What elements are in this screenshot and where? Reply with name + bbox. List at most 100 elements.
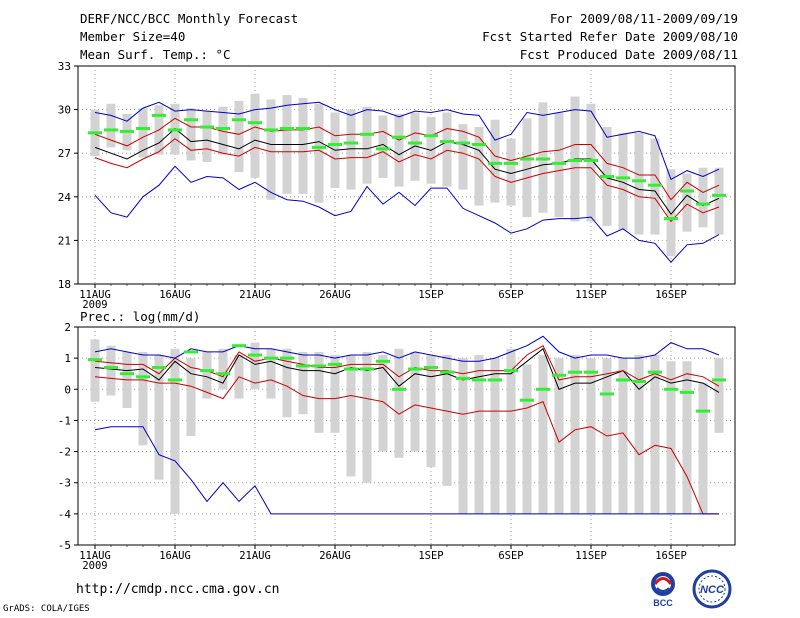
ensemble-box xyxy=(266,348,276,399)
ensemble-box xyxy=(682,361,692,514)
x-tick-label: 26AUG xyxy=(319,550,351,562)
ensemble-box xyxy=(314,103,324,203)
ensemble-box xyxy=(618,132,628,231)
ensemble-box xyxy=(474,355,484,514)
y-tick-label: 1 xyxy=(64,352,71,365)
y-tick-label: -5 xyxy=(58,539,71,552)
ensemble-box xyxy=(106,345,116,396)
ensemble-box xyxy=(490,119,500,203)
ensemble-box xyxy=(298,351,308,415)
ensemble-box xyxy=(522,364,532,514)
ensemble-box xyxy=(234,100,244,173)
ensemble-max-line xyxy=(94,101,720,181)
ensemble-box xyxy=(442,112,452,187)
ensemble-box xyxy=(554,358,564,514)
chart-title: DERF/NCC/BCC Monthly Forecast xyxy=(80,11,299,26)
ensemble-box xyxy=(538,355,548,514)
ensemble-box xyxy=(666,361,676,514)
y-tick-label: -2 xyxy=(58,446,71,459)
forecast-start-date: Fcst Started Refer Date 2009/08/10 xyxy=(482,29,738,44)
bcc-logo-text: BCC xyxy=(653,598,673,608)
ensemble-box xyxy=(506,138,516,206)
x-tick-label: 16AUG xyxy=(159,289,191,301)
ensemble-box xyxy=(650,355,660,514)
y-tick-label: 33 xyxy=(58,60,71,73)
y-tick-label: -1 xyxy=(58,414,71,427)
forecast-range: For 2009/08/11-2009/09/19 xyxy=(549,11,738,26)
ensemble-box xyxy=(170,348,180,514)
ensemble-box xyxy=(314,351,324,433)
ensemble-box xyxy=(218,106,228,155)
x-tick-year: 2009 xyxy=(82,560,107,572)
x-tick-label: 11AUG xyxy=(79,289,111,301)
ensemble-mean-line xyxy=(94,347,720,393)
ensemble-box xyxy=(218,348,228,390)
x-tick-label: 21AUG xyxy=(239,550,271,562)
ensemble-box xyxy=(282,348,292,418)
ensemble-box xyxy=(458,358,468,514)
ensemble-box xyxy=(186,108,196,161)
ensemble-box xyxy=(378,115,388,178)
x-tick-label: 11SEP xyxy=(575,289,607,301)
ensemble-box xyxy=(634,132,644,235)
ensemble-box xyxy=(490,358,500,514)
ensemble-box xyxy=(682,173,692,232)
ensemble-box xyxy=(474,127,484,206)
ensemble-box xyxy=(378,355,388,452)
y-tick-label: -4 xyxy=(58,508,72,521)
ensemble-box xyxy=(698,167,708,228)
grads-credit: GrADS: COLA/IGES xyxy=(3,604,90,614)
ensemble-box xyxy=(202,111,212,162)
ensemble-box xyxy=(266,99,276,200)
bcc-logo: BCC xyxy=(651,572,675,608)
forecast-produced-date: Fcst Produced Date 2009/08/11 xyxy=(519,47,738,62)
ensemble-mean-line xyxy=(94,127,720,216)
ensemble-min-line xyxy=(94,165,720,263)
ensemble-box xyxy=(186,358,196,436)
ensemble-box xyxy=(298,97,308,194)
x-tick-label: 16AUG xyxy=(159,550,191,562)
ensemble-max-line xyxy=(94,335,720,362)
ensemble-box xyxy=(570,355,580,514)
ensemble-box xyxy=(634,355,644,514)
source-url[interactable]: http://cmdp.ncc.cma.gov.cn xyxy=(76,582,280,597)
x-tick-label: 16SEP xyxy=(655,289,687,301)
panel-title: Prec.: log(mm/d) xyxy=(80,309,200,324)
ensemble-box xyxy=(362,351,372,483)
ensemble-box xyxy=(330,355,340,433)
y-tick-label: 0 xyxy=(64,383,71,396)
x-tick-label: 11SEP xyxy=(575,550,607,562)
upper-spread-line xyxy=(94,117,720,201)
x-tick-label: 1SEP xyxy=(418,550,443,562)
x-tick-label: 11AUG xyxy=(79,550,111,562)
y-tick-label: 30 xyxy=(58,104,71,117)
ncc-logo: NCC xyxy=(692,569,732,609)
ensemble-box xyxy=(506,348,516,514)
ensemble-box xyxy=(698,383,708,514)
ensemble-box xyxy=(586,103,596,222)
y-tick-label: 18 xyxy=(58,278,71,291)
member-size: Member Size=40 xyxy=(80,29,186,44)
x-tick-year: 2009 xyxy=(82,299,107,311)
y-tick-label: 2 xyxy=(64,321,71,334)
ensemble-box xyxy=(106,103,116,148)
lower-spread-line xyxy=(94,138,720,223)
variable-label: Mean Surf. Temp.: °C xyxy=(80,47,231,62)
ensemble-box xyxy=(666,169,676,257)
ensemble-box xyxy=(346,355,356,477)
ensemble-box xyxy=(250,342,260,390)
ensemble-box xyxy=(586,358,596,514)
y-tick-label: 24 xyxy=(58,191,72,204)
ensemble-box xyxy=(410,351,420,452)
ensemble-box xyxy=(714,358,724,433)
ensemble-box xyxy=(346,109,356,190)
ensemble-box xyxy=(138,351,148,446)
ensemble-box xyxy=(714,167,724,235)
ensemble-box xyxy=(202,351,212,399)
upper-spread-line xyxy=(94,344,720,387)
x-tick-label: 6SEP xyxy=(498,289,523,301)
ncc-logo-text: NCC xyxy=(700,584,725,596)
ensemble-box xyxy=(138,108,148,158)
